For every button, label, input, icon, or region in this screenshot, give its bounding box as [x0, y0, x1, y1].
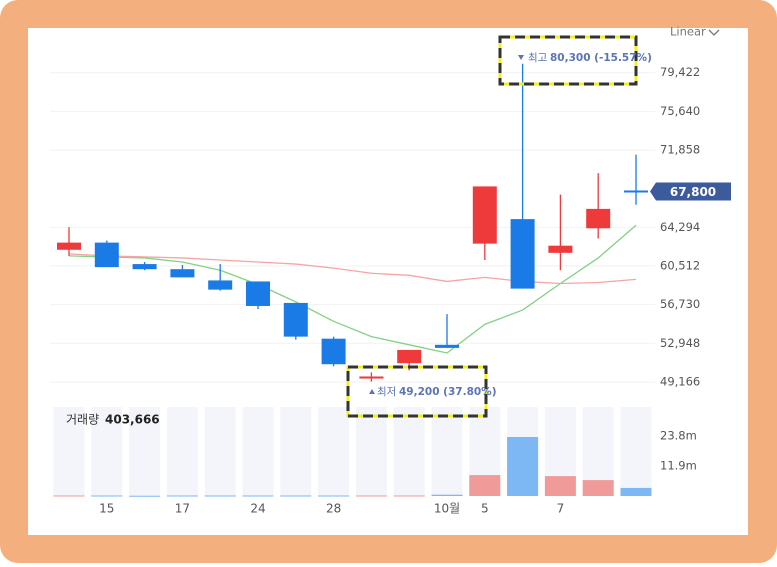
volume-column	[129, 407, 161, 496]
volume-bar	[53, 495, 85, 497]
volume-column	[620, 407, 652, 496]
y-tick-label: 79,422	[660, 65, 700, 79]
volume-bar	[393, 495, 425, 497]
volume-column	[53, 407, 85, 496]
price-tag-label: 67,800	[670, 185, 716, 199]
volume-bar	[469, 475, 501, 496]
candle-body	[435, 344, 459, 348]
volume-bar	[355, 495, 387, 497]
y-tick-label: 71,858	[660, 143, 700, 157]
volume-latest: 403,666	[105, 413, 160, 427]
min-marker	[369, 389, 375, 394]
volume-column	[280, 407, 312, 496]
volume-title: 거래량	[66, 413, 99, 427]
volume-bar	[129, 495, 161, 497]
candle-body	[548, 245, 573, 253]
candle-body	[283, 302, 308, 337]
volume-bar	[582, 480, 614, 496]
volume-bar	[166, 495, 198, 497]
candle-body	[586, 208, 611, 229]
x-tick-label: 28	[326, 502, 341, 516]
volume-bar	[431, 494, 463, 496]
y-tick-label: 64,294	[660, 220, 700, 234]
candle-body	[510, 219, 535, 289]
highlight-box-dash	[346, 365, 488, 418]
min-text: 49,200 (37.80%)	[399, 386, 497, 398]
candle-body	[246, 281, 270, 306]
highlight-box-dash	[498, 35, 638, 86]
max-label: 최고	[528, 52, 548, 64]
volume-column	[355, 407, 387, 496]
min-label: 최저	[377, 386, 396, 398]
scale-toggle[interactable]: Linear	[670, 25, 720, 39]
candle-body	[94, 242, 119, 268]
volume-bar	[507, 437, 539, 496]
y-tick-label: 56,730	[660, 297, 700, 311]
y-tick-label: 49,166	[660, 374, 700, 388]
volume-column	[91, 407, 123, 496]
volume-bar	[280, 495, 312, 497]
max-text: 80,300 (-15.57%)	[550, 52, 652, 64]
volume-bar	[91, 495, 123, 497]
x-tick-label: 10월	[434, 502, 460, 516]
volume-column	[393, 407, 425, 496]
scale-label[interactable]: Linear	[670, 25, 706, 39]
volume-column	[204, 407, 236, 496]
max-marker	[518, 55, 524, 60]
volume-column	[431, 407, 463, 496]
candle-body	[208, 280, 233, 290]
candle-body	[397, 349, 422, 364]
moving-average-line	[68, 253, 637, 285]
volume-column	[242, 407, 274, 496]
x-tick-label: 5	[481, 502, 489, 516]
candle-body	[132, 264, 157, 270]
volume-bar	[620, 487, 652, 496]
y-tick-label: 75,640	[660, 104, 700, 118]
price-tag	[650, 182, 731, 201]
volume-bar	[242, 495, 274, 497]
candle-body	[57, 242, 81, 250]
volume-tick-label: 11.9m	[660, 458, 697, 472]
dropdown-chevron[interactable]	[708, 29, 720, 36]
volume-bar	[544, 476, 576, 496]
candle-body	[472, 186, 497, 244]
volume-column	[318, 407, 350, 496]
volume-column	[166, 407, 198, 496]
x-tick-label: 24	[250, 502, 265, 516]
candle-body	[624, 190, 648, 193]
x-tick-label: 7	[557, 502, 565, 516]
x-tick-label: 15	[99, 502, 114, 516]
volume-tick-label: 23.8m	[660, 428, 697, 442]
volume-bar	[204, 495, 236, 497]
candle-body	[359, 376, 384, 379]
volume-bar	[318, 495, 350, 497]
moving-average-line	[68, 224, 637, 354]
candle-body	[170, 269, 195, 278]
candle-body	[321, 338, 346, 365]
x-tick-label: 17	[175, 502, 190, 516]
y-tick-label: 52,948	[660, 336, 700, 350]
y-tick-label: 60,512	[660, 258, 700, 272]
